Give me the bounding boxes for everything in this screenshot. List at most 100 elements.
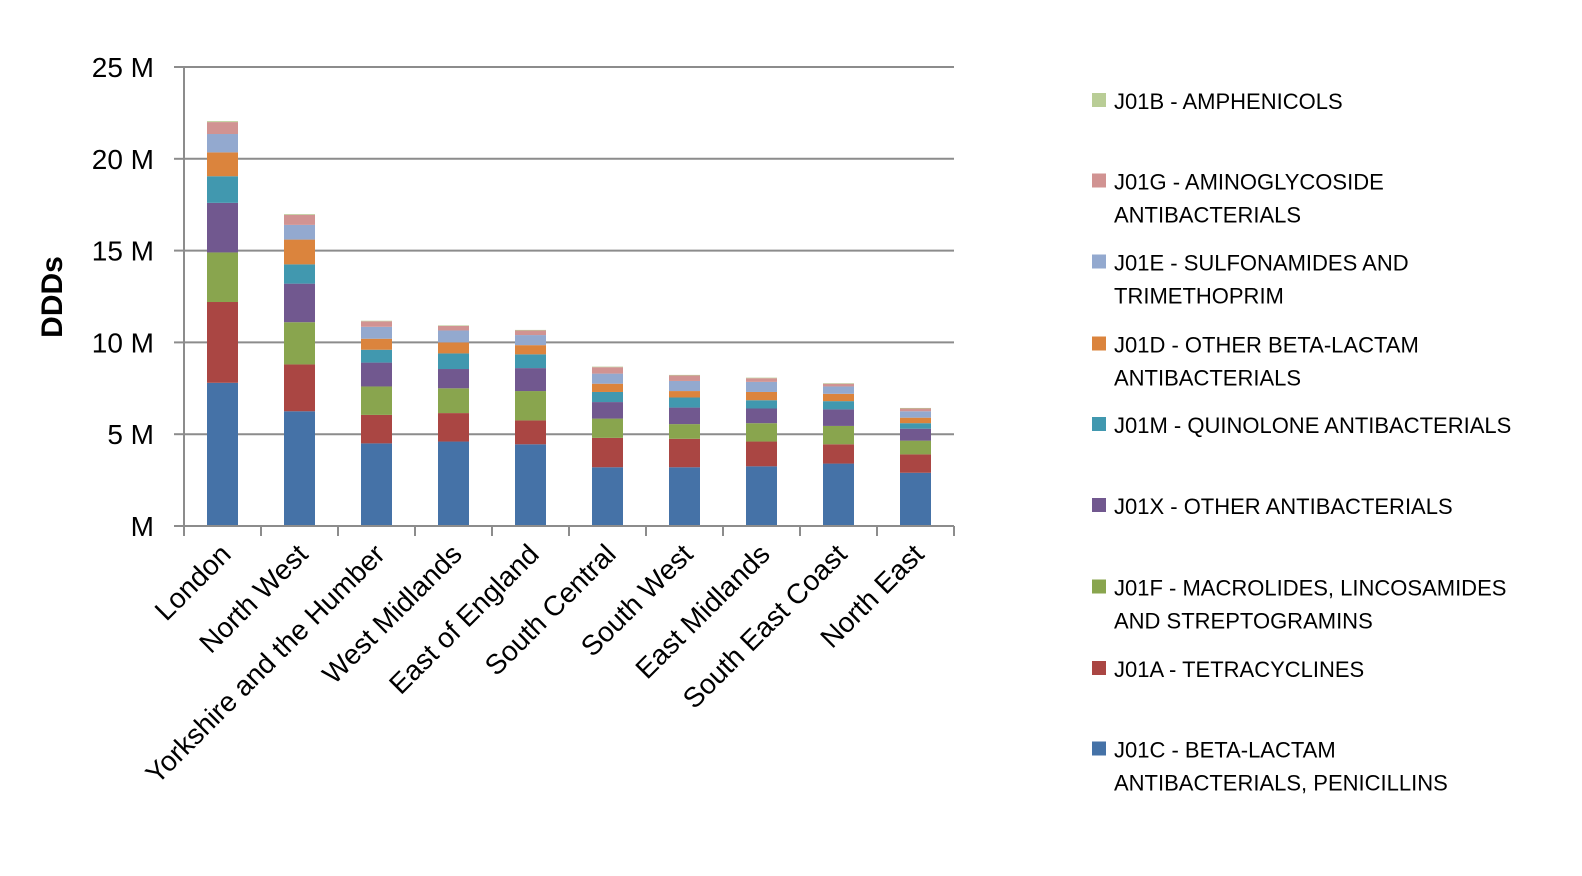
- bar-segment: [592, 418, 623, 438]
- bar-segment: [669, 438, 700, 468]
- bar-segment: [438, 353, 469, 370]
- bar-segment: [361, 414, 392, 444]
- axes: [183, 67, 955, 536]
- bar-segment: [669, 397, 700, 408]
- bar-segment: [207, 152, 238, 177]
- bar-segment: [823, 383, 854, 384]
- bar-segment: [515, 444, 546, 526]
- bar-segment: [669, 380, 700, 392]
- bar-segment: [515, 335, 546, 346]
- bar-segment: [438, 441, 469, 526]
- bar-segment: [592, 367, 623, 374]
- bar-segment: [284, 322, 315, 365]
- legend-entry: J01E - SULFONAMIDES AND TRIMETHOPRIM: [1114, 251, 1409, 309]
- y-tick-label: 25 M: [92, 52, 154, 83]
- bar-segment: [746, 408, 777, 424]
- legend-entry: J01B - AMPHENICOLS: [1114, 89, 1343, 114]
- bar-segment: [746, 423, 777, 442]
- legend-swatch: [1092, 93, 1106, 107]
- legend-swatch: [1092, 336, 1106, 351]
- legend-entry-line: ANTIBACTERIALS: [1114, 203, 1301, 228]
- bar-segment: [592, 391, 623, 403]
- legend-entry-line: ANTIBACTERIALS, PENICILLINS: [1114, 771, 1448, 796]
- bar-segment: [515, 391, 546, 421]
- bar-segment: [284, 224, 315, 240]
- bar-segment: [823, 409, 854, 426]
- bar-segment: [515, 420, 546, 445]
- bar-segment: [823, 383, 854, 387]
- y-tick-label: 5 M: [107, 419, 154, 450]
- bar-segment: [900, 407, 931, 409]
- bar-segment: [823, 401, 854, 410]
- bar-segment: [592, 383, 623, 392]
- bar-segment: [361, 338, 392, 350]
- legend-entry-line: J01X - OTHER ANTIBACTERIALS: [1114, 494, 1453, 519]
- bar-segment: [592, 437, 623, 468]
- legend-entry-line: TRIMETHOPRIM: [1114, 284, 1284, 309]
- bar-segment: [207, 202, 238, 253]
- legend-swatch: [1092, 417, 1106, 431]
- bar-segment: [746, 381, 777, 392]
- bar-segment: [438, 369, 469, 389]
- legend-entry: J01M - QUINOLONE ANTIBACTERIALS: [1114, 413, 1511, 438]
- bar-segment: [900, 411, 931, 418]
- legend-swatch: [1092, 498, 1106, 512]
- bar-segment: [669, 375, 700, 381]
- legend-entry-line: J01B - AMPHENICOLS: [1114, 89, 1343, 114]
- bar-segment: [900, 472, 931, 526]
- bar-segment: [361, 321, 392, 327]
- bar-segment: [207, 302, 238, 383]
- legend-entry: J01X - OTHER ANTIBACTERIALS: [1114, 494, 1453, 519]
- bar-segment: [592, 373, 623, 384]
- bar-segment: [438, 388, 469, 414]
- y-tick-label: M: [131, 511, 154, 542]
- bar-segment: [592, 402, 623, 419]
- y-tick-label: 10 M: [92, 327, 154, 358]
- bar-segment: [900, 417, 931, 424]
- bar-segment: [746, 400, 777, 409]
- bar-segment: [900, 440, 931, 455]
- bar-segment: [361, 320, 392, 322]
- bar-segment: [361, 326, 392, 339]
- legend-entry: J01F - MACROLIDES, LINCOSAMIDES AND STREP…: [1114, 576, 1506, 634]
- bar-segment: [284, 411, 315, 526]
- bar-segment: [900, 408, 931, 412]
- bar-segment: [515, 354, 546, 369]
- bar-segment: [746, 378, 777, 382]
- bar-segment: [438, 325, 469, 331]
- bar-segment: [284, 264, 315, 284]
- bar-segment: [669, 391, 700, 398]
- bar-segment: [438, 342, 469, 354]
- legend: J01B - AMPHENICOLS J01G - AMINOGLYCOSIDE A…: [1092, 89, 1511, 796]
- legend-entry-line: J01C - BETA-LACTAM: [1114, 738, 1336, 763]
- bar-segment: [592, 467, 623, 526]
- legend-entry: J01C - BETA-LACTAM ANTIBACTERIALS, PENICI…: [1114, 738, 1448, 796]
- bar-segment: [361, 349, 392, 363]
- bar-segment: [746, 466, 777, 526]
- bar-segment: [284, 283, 315, 323]
- legend-entry-line: AND STREPTOGRAMINS: [1114, 609, 1373, 634]
- bar-segment: [207, 176, 238, 203]
- bar-segment: [823, 425, 854, 445]
- bar-segment: [438, 330, 469, 343]
- bar-segment: [515, 330, 546, 336]
- legend-entry-line: J01M - QUINOLONE ANTIBACTERIALS: [1114, 413, 1511, 438]
- bar-segment: [207, 134, 238, 153]
- bar-segment: [823, 463, 854, 526]
- y-axis-label: DDDs: [36, 256, 69, 338]
- bar-segment: [361, 386, 392, 415]
- legend-swatch: [1092, 661, 1106, 675]
- bar-segment: [823, 444, 854, 464]
- bar-segment: [284, 214, 315, 215]
- bar-segment: [438, 325, 469, 326]
- bar-segment: [284, 239, 315, 265]
- bar-segment: [669, 467, 700, 526]
- bar-segment: [823, 393, 854, 402]
- bar-segment: [746, 391, 777, 401]
- bar-segment: [669, 424, 700, 439]
- bars: [207, 121, 931, 526]
- bar-segment: [669, 407, 700, 425]
- bar-segment: [669, 374, 700, 376]
